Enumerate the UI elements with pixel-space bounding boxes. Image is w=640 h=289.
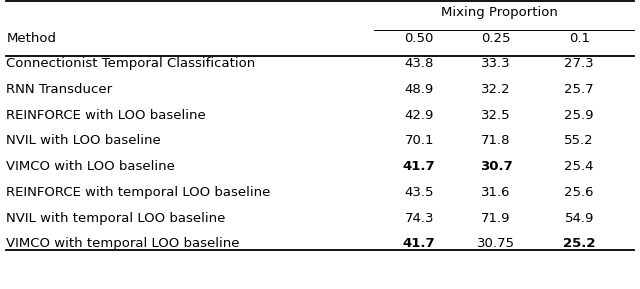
Text: 74.3: 74.3 [404,212,434,225]
Text: 30.75: 30.75 [477,237,515,250]
Text: 71.9: 71.9 [481,212,511,225]
Text: VIMCO with temporal LOO baseline: VIMCO with temporal LOO baseline [6,237,240,250]
Text: 0.1: 0.1 [569,32,589,45]
Text: 55.2: 55.2 [564,134,594,147]
Text: RNN Transducer: RNN Transducer [6,83,113,96]
Text: 32.5: 32.5 [481,109,511,122]
Text: 0.25: 0.25 [481,32,511,45]
Text: NVIL with LOO baseline: NVIL with LOO baseline [6,134,161,147]
Text: 25.4: 25.4 [564,160,594,173]
Text: 25.6: 25.6 [564,186,594,199]
Text: Mixing Proportion: Mixing Proportion [441,6,557,19]
Text: 41.7: 41.7 [403,160,435,173]
Text: 71.8: 71.8 [481,134,511,147]
Text: 27.3: 27.3 [564,57,594,70]
Text: 43.5: 43.5 [404,186,434,199]
Text: REINFORCE with temporal LOO baseline: REINFORCE with temporal LOO baseline [6,186,271,199]
Text: 43.8: 43.8 [404,57,434,70]
Text: NVIL with temporal LOO baseline: NVIL with temporal LOO baseline [6,212,226,225]
Text: REINFORCE with LOO baseline: REINFORCE with LOO baseline [6,109,206,122]
Text: Method: Method [6,32,56,45]
Text: 31.6: 31.6 [481,186,511,199]
Text: 25.7: 25.7 [564,83,594,96]
Text: 25.9: 25.9 [564,109,594,122]
Text: 32.2: 32.2 [481,83,511,96]
Text: 42.9: 42.9 [404,109,434,122]
Text: 48.9: 48.9 [404,83,434,96]
Text: 70.1: 70.1 [404,134,434,147]
Text: 54.9: 54.9 [564,212,594,225]
Text: 25.2: 25.2 [563,237,595,250]
Text: 41.7: 41.7 [403,237,435,250]
Text: 30.7: 30.7 [479,160,513,173]
Text: Connectionist Temporal Classification: Connectionist Temporal Classification [6,57,255,70]
Text: 33.3: 33.3 [481,57,511,70]
Text: VIMCO with LOO baseline: VIMCO with LOO baseline [6,160,175,173]
Text: 0.50: 0.50 [404,32,434,45]
